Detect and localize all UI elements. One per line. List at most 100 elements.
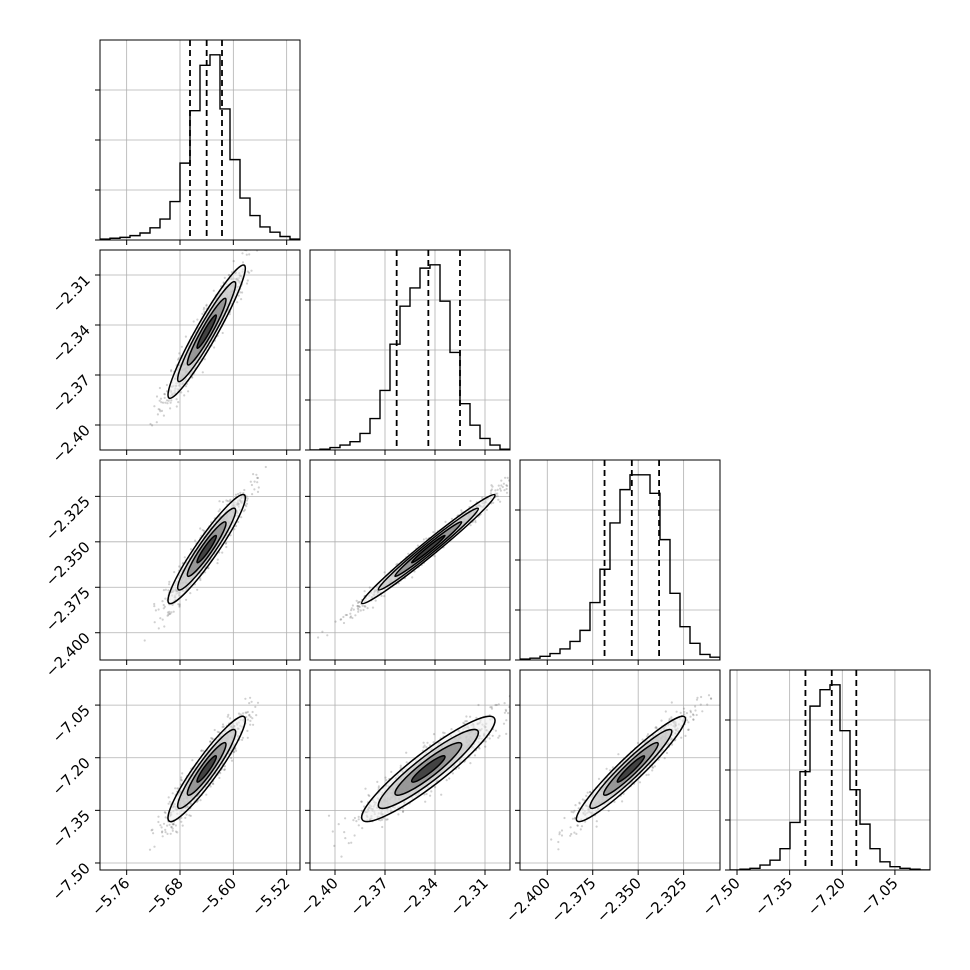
sample-point bbox=[363, 590, 366, 593]
sample-point bbox=[386, 818, 389, 821]
sample-point bbox=[321, 630, 324, 633]
sample-point bbox=[212, 782, 215, 786]
sample-point bbox=[331, 830, 334, 833]
sample-point bbox=[256, 701, 260, 704]
sample-point bbox=[503, 711, 506, 714]
contour-line bbox=[167, 264, 247, 400]
sample-point bbox=[521, 707, 523, 709]
sample-point bbox=[191, 759, 194, 762]
sample-point bbox=[492, 501, 495, 504]
sample-point bbox=[212, 289, 215, 292]
sample-point bbox=[474, 519, 477, 522]
sample-point bbox=[180, 778, 183, 781]
density-level bbox=[196, 314, 217, 349]
sample-point bbox=[241, 261, 245, 264]
pair-plot-area bbox=[310, 460, 514, 660]
sample-point bbox=[170, 399, 173, 402]
sample-point bbox=[201, 371, 204, 374]
sample-point bbox=[477, 703, 480, 707]
sample-point bbox=[413, 570, 416, 573]
sample-point bbox=[261, 228, 263, 230]
sample-point bbox=[384, 776, 387, 779]
sample-point bbox=[164, 811, 167, 814]
sample-point bbox=[475, 716, 478, 719]
sample-point bbox=[256, 476, 259, 479]
sample-point bbox=[171, 823, 174, 826]
sample-point bbox=[178, 605, 181, 608]
sample-point bbox=[221, 500, 225, 503]
sample-point bbox=[257, 486, 260, 489]
sample-point bbox=[175, 405, 178, 408]
sample-point bbox=[243, 488, 246, 492]
sample-point bbox=[379, 819, 382, 822]
contour-line bbox=[176, 728, 237, 810]
sample-point bbox=[242, 492, 245, 495]
sample-point bbox=[226, 500, 229, 503]
panel-frame bbox=[99, 669, 301, 871]
sample-point bbox=[169, 612, 172, 615]
sample-point bbox=[158, 386, 161, 390]
sample-point bbox=[349, 616, 352, 619]
sample-point bbox=[203, 306, 206, 309]
sample-point bbox=[248, 253, 251, 256]
sample-point bbox=[175, 830, 178, 833]
sample-point bbox=[210, 736, 213, 740]
sample-point bbox=[243, 508, 247, 511]
sample-point bbox=[159, 410, 162, 413]
sample-point bbox=[232, 260, 235, 263]
sample-point bbox=[351, 616, 354, 620]
sample-point bbox=[167, 802, 170, 805]
sample-point bbox=[153, 602, 156, 606]
sample-point bbox=[344, 817, 347, 820]
sample-point bbox=[253, 488, 256, 491]
sample-point bbox=[353, 834, 356, 837]
sample-point bbox=[497, 703, 500, 706]
sample-point bbox=[357, 824, 360, 827]
contour-line bbox=[176, 280, 237, 383]
sample-point bbox=[249, 696, 252, 699]
sample-point bbox=[246, 279, 249, 282]
contour-line bbox=[167, 715, 247, 823]
sample-point bbox=[168, 580, 171, 583]
sample-point bbox=[241, 738, 244, 741]
histogram-step bbox=[520, 474, 720, 660]
sample-point bbox=[500, 484, 503, 487]
sample-point bbox=[448, 777, 451, 780]
sample-point bbox=[217, 510, 220, 513]
sample-point bbox=[497, 736, 500, 739]
sample-point bbox=[218, 776, 221, 779]
sample-point bbox=[255, 473, 258, 476]
sample-point bbox=[491, 734, 494, 737]
sample-point bbox=[371, 606, 375, 609]
sample-point bbox=[211, 782, 214, 785]
sample-point bbox=[504, 708, 507, 711]
sample-point bbox=[360, 800, 363, 803]
sample-point bbox=[218, 500, 221, 503]
sample-point bbox=[507, 712, 510, 715]
sample-point bbox=[177, 401, 180, 404]
sample-point bbox=[157, 608, 160, 611]
sample-point bbox=[505, 709, 508, 713]
sample-point bbox=[162, 414, 165, 417]
sample-point bbox=[354, 614, 357, 617]
sample-point bbox=[343, 831, 346, 834]
sample-point bbox=[196, 318, 199, 321]
sample-point bbox=[478, 747, 481, 750]
sample-point bbox=[151, 828, 154, 831]
sample-point bbox=[464, 720, 467, 723]
sample-point bbox=[512, 483, 514, 485]
sample-point bbox=[163, 811, 166, 814]
sample-point bbox=[244, 697, 247, 700]
sample-point bbox=[130, 675, 132, 677]
sample-point bbox=[242, 510, 245, 513]
sample-point bbox=[221, 331, 224, 335]
sample-point bbox=[225, 499, 228, 502]
sample-point bbox=[358, 600, 362, 604]
sample-point bbox=[245, 502, 249, 505]
sample-point bbox=[255, 247, 257, 249]
sample-point bbox=[165, 383, 168, 387]
sample-point bbox=[246, 729, 249, 732]
sample-point bbox=[213, 728, 216, 732]
sample-point bbox=[230, 756, 233, 760]
